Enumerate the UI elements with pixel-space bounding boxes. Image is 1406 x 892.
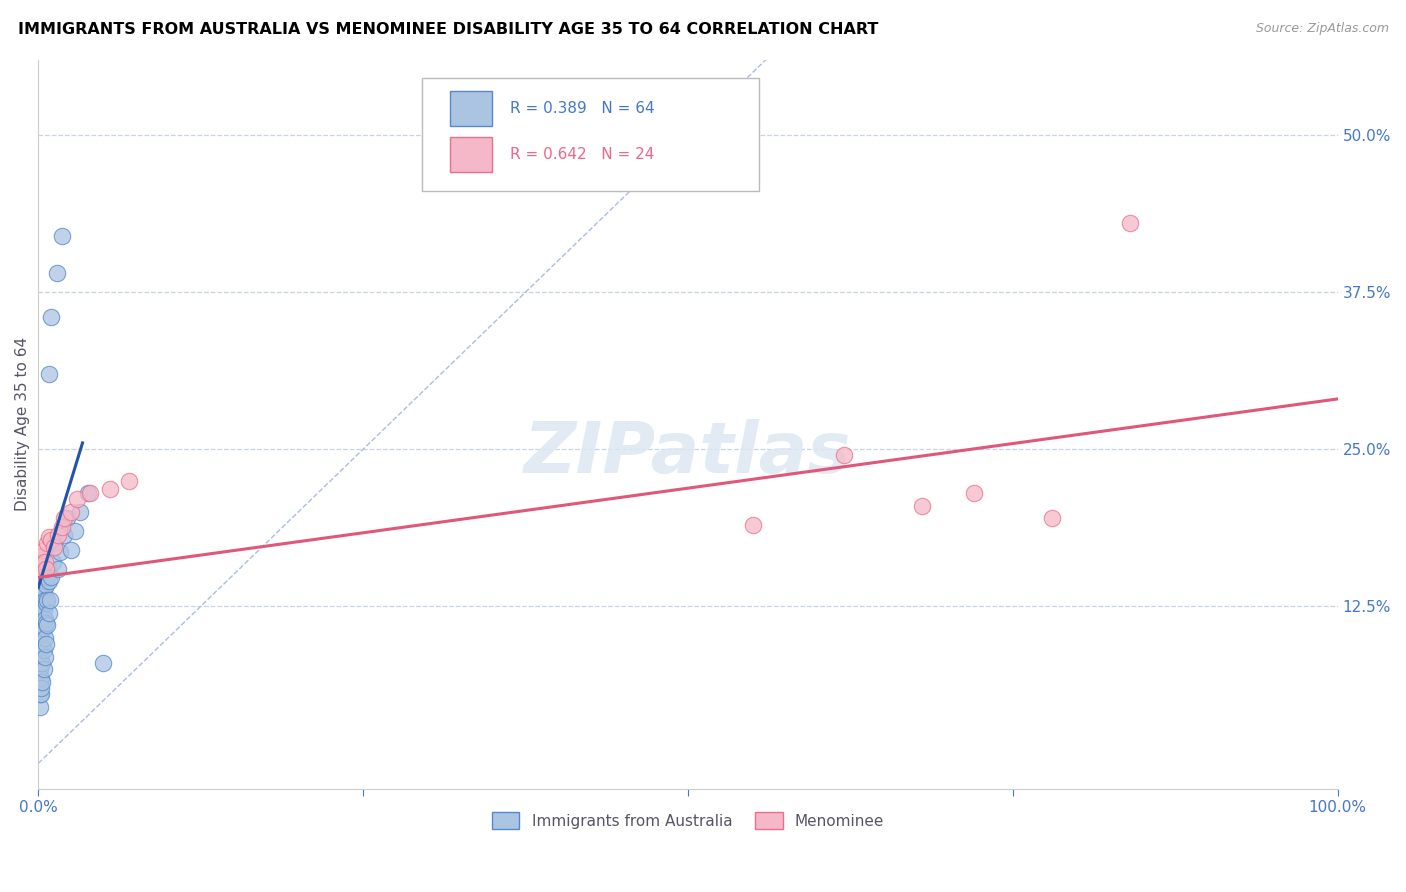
Point — [35, 561, 58, 575]
Point — [34, 612, 56, 626]
Point — [28, 624, 51, 639]
Point — [38, 574, 60, 589]
Legend: Immigrants from Australia, Menominee: Immigrants from Australia, Menominee — [485, 805, 890, 836]
Point — [51, 520, 73, 534]
FancyBboxPatch shape — [450, 136, 492, 171]
Point — [28, 649, 51, 664]
Point — [41, 555, 63, 569]
FancyBboxPatch shape — [422, 78, 759, 191]
Point — [911, 499, 934, 513]
Point — [59, 505, 82, 519]
Point — [832, 449, 855, 463]
Point — [31, 618, 53, 632]
Point — [30, 656, 52, 670]
Point — [30, 625, 52, 640]
Point — [30, 555, 52, 569]
Point — [30, 640, 52, 655]
Point — [28, 687, 51, 701]
Point — [51, 228, 73, 243]
Text: Source: ZipAtlas.com: Source: ZipAtlas.com — [1256, 22, 1389, 36]
Point — [76, 486, 98, 500]
Text: R = 0.389   N = 64: R = 0.389 N = 64 — [510, 102, 655, 117]
Point — [28, 599, 51, 614]
Y-axis label: Disability Age 35 to 64: Disability Age 35 to 64 — [15, 337, 30, 511]
Text: IMMIGRANTS FROM AUSTRALIA VS MENOMINEE DISABILITY AGE 35 TO 64 CORRELATION CHART: IMMIGRANTS FROM AUSTRALIA VS MENOMINEE D… — [18, 22, 879, 37]
Point — [30, 612, 52, 626]
Point — [66, 492, 89, 507]
Point — [59, 542, 82, 557]
Point — [39, 593, 62, 607]
Point — [37, 618, 59, 632]
Point — [46, 561, 69, 575]
Point — [32, 603, 55, 617]
Point — [963, 486, 986, 500]
Point — [41, 310, 63, 325]
Point — [31, 656, 53, 670]
Point — [41, 570, 63, 584]
Point — [28, 662, 51, 676]
Point — [30, 681, 52, 695]
Text: R = 0.642   N = 24: R = 0.642 N = 24 — [510, 146, 654, 161]
Point — [38, 530, 60, 544]
Point — [31, 581, 53, 595]
Point — [46, 527, 69, 541]
Point — [42, 540, 65, 554]
Point — [118, 474, 141, 488]
Point — [1119, 216, 1142, 230]
FancyBboxPatch shape — [450, 92, 492, 127]
Point — [32, 662, 55, 676]
Point — [31, 561, 53, 575]
Point — [32, 582, 55, 597]
Point — [30, 599, 52, 614]
Point — [91, 656, 114, 670]
Point — [28, 674, 51, 689]
Point — [30, 671, 52, 685]
Point — [38, 367, 60, 381]
Point — [30, 687, 52, 701]
Point — [35, 615, 58, 630]
Point — [53, 511, 76, 525]
Point — [69, 505, 91, 519]
Point — [28, 612, 51, 626]
Point — [31, 549, 53, 563]
Point — [79, 486, 101, 500]
Point — [37, 593, 59, 607]
Point — [31, 637, 53, 651]
Point — [98, 483, 121, 497]
Point — [35, 578, 58, 592]
Point — [31, 599, 53, 614]
Point — [37, 536, 59, 550]
Text: ZIPatlas: ZIPatlas — [524, 418, 852, 488]
Point — [35, 595, 58, 609]
Point — [28, 637, 51, 651]
Point — [32, 643, 55, 657]
Point — [1040, 511, 1063, 525]
Point — [32, 621, 55, 635]
Point — [56, 511, 79, 525]
Point — [41, 533, 63, 547]
Point — [30, 581, 52, 595]
Point — [742, 517, 765, 532]
Point — [34, 649, 56, 664]
Point — [53, 527, 76, 541]
Point — [32, 566, 55, 580]
Point — [42, 536, 65, 550]
Point — [28, 561, 51, 575]
Point — [34, 631, 56, 645]
Point — [31, 674, 53, 689]
Point — [34, 555, 56, 569]
Point — [49, 545, 72, 559]
Point — [32, 542, 55, 557]
Point — [34, 593, 56, 607]
Point — [28, 587, 51, 601]
Point — [28, 699, 51, 714]
Point — [45, 266, 67, 280]
Point — [35, 637, 58, 651]
Point — [63, 524, 86, 538]
Point — [37, 570, 59, 584]
Point — [34, 574, 56, 589]
Point — [38, 606, 60, 620]
